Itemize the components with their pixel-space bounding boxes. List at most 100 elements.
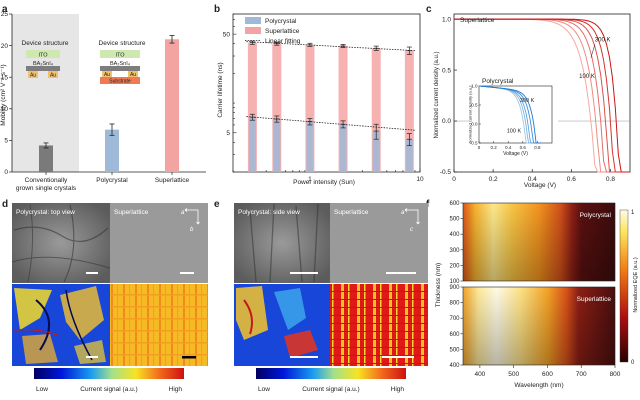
inset-temp-label-low: 100 K [507,128,522,134]
jv-chart: 0 0.2 0.4 0.6 0.8 -0.5 0.0 0.5 1.0 300 K 100 K Nor… [434,13,631,189]
panel-label-b: b [214,4,220,15]
c-xtick-label: 0.8 [606,176,615,183]
b-bar-superlattice [272,43,282,172]
afm-side-view: Polycrystal: side view Superlattice a c … [234,203,428,393]
c-temp-label-low: 100 K [579,74,595,80]
b-ylabel: Carrier lifetime (ns) [217,62,224,117]
b-bar-superlattice [404,50,414,172]
bai-label-left: BA₂SnI₄ [33,61,54,67]
b-bar-polycrystal [339,124,347,172]
a-category-label: Polycrystal [96,177,128,184]
d-colorbar [34,368,184,379]
a-bar [105,129,119,172]
eqe-axes: 100 200 300 400 500 600 400 500 600 700 800 900 400 5… [449,201,620,378]
a-category-label: Conventionally [25,177,68,184]
d-cbar-high: High [169,386,183,393]
d-axis-b: b [190,227,194,233]
eqe-heatmaps: Polycrystal Superlattice 100 200 300 400 500… [435,201,639,389]
c-ylabel: Normalized current density (a.u.) [434,51,440,138]
f-cbar-label: Normalized EQE (a.u.) [633,257,639,312]
inset-ytick-label: 0.5 [471,103,478,108]
inset-curve [478,85,541,144]
c-temp-label-high: 300 K [595,38,611,44]
au-right-1 [102,71,112,77]
inset-title: Polycrystal [482,78,514,85]
panel-label-c: c [426,4,432,15]
sem-superlattice-top [110,203,208,283]
b-bar-superlattice [247,42,257,173]
substrate-layer-right [100,77,140,84]
c-xtick-label: 0.2 [489,176,498,183]
device-structure-title-right: Device structure [99,40,146,47]
a-ytick-label: 25 [1,11,9,18]
d-cbar-label: Current signal (a.u.) [80,386,137,393]
inset-ytick-label: 1.0 [471,84,478,89]
c-ytick-label: 0.5 [442,67,451,74]
b-bar-polycrystal [372,131,380,172]
inset-xtick-label: 0 [478,145,481,150]
inset-xtick-label: 0.8 [534,145,541,150]
c-ytick-label: 0.0 [442,118,451,125]
legend-label-superlattice: Superlattice [265,28,300,35]
ito-label-right: ITO [115,53,125,59]
au-right-2 [128,71,138,77]
f-ytick-label: 300 [449,248,460,254]
b-bar-polycrystal [306,121,314,172]
legend-swatch-superlattice [245,27,261,34]
f-xtick-label: 400 [474,371,485,378]
f-ytick-label: 700 [449,316,460,322]
lifetime-chart: 1 10 5 50 Carrier lifetime (ns) Power inten… [217,13,424,186]
a-ytick-label: 5 [4,138,8,145]
c-frame [453,13,631,173]
inset-temp-label-high: 300 K [520,98,535,104]
e-scalebar-sem-2 [386,272,416,274]
cafm-side-features [236,286,318,358]
f-xlabel: Wavelength (nm) [514,382,563,389]
a-category-label: grown single crystals [16,185,77,192]
mobility-chart: Device structure ITO BA₂SnI₄ Au Au Devic… [0,11,206,192]
b-fit-line [246,116,416,131]
f-colorbar [619,209,629,363]
sem-grain-lines [11,204,111,283]
b-bar-polycrystal [273,118,281,172]
inset-xtick-label: 0.6 [520,145,527,150]
f-ytick-label: 500 [449,347,460,353]
c-xlabel: Voltage (V) [524,182,556,189]
d-scalebar-sem [86,272,98,274]
b-xlabel: Power intensity (Sun) [293,179,355,186]
eqe-map-polycrystal-shade [463,203,615,281]
e-scalebar-cafm [290,356,318,358]
cafm-superlattice-side [330,284,428,366]
panel-label-e: e [214,199,220,210]
e-cbar-label: Current signal (a.u.) [302,386,359,393]
b-bar-polycrystal [405,139,413,172]
device-structure-title-left: Device structure [22,40,69,47]
f-map-frame [462,286,616,366]
jv-inset: Polycrystal 0 0.2 0.4 0.6 0.8 -0.5 0.0 0.5 1.0 Vol… [468,74,558,157]
inset-ytick-label: 0.0 [471,122,478,127]
f-cbar-tick-0: 0 [631,360,635,366]
f-xtick-label: 500 [508,371,519,378]
b-bar-polycrystal [248,117,256,172]
inset-frame [478,85,553,144]
sem-side-grains [249,203,319,283]
afm-top-view: Polycrystal: top view Superlattice a b L… [11,203,208,393]
f-ytick-label: 100 [449,279,460,285]
c-xtick-label: 0.4 [528,176,537,183]
e-cbar-low: Low [258,386,270,393]
legend-label-linear-fitting: Linear fitting [265,38,301,45]
b-bar-superlattice [338,45,348,172]
a-bar [39,145,53,172]
f-xtick-label: 800 [610,371,621,378]
f-ytick-label: 600 [449,332,460,338]
panel-label-d: d [2,199,8,210]
panel-label-a: a [2,4,8,15]
a-ytick-label: 10 [1,106,9,113]
a-bar [165,39,179,172]
f-ylabel: Thickness (nm) [435,263,442,307]
au-label-right-1: Au [104,72,110,78]
f-map-title-2: Superlattice [577,296,612,303]
ito-label-left: ITO [38,53,48,59]
cafm-superlattice-top [110,284,208,366]
